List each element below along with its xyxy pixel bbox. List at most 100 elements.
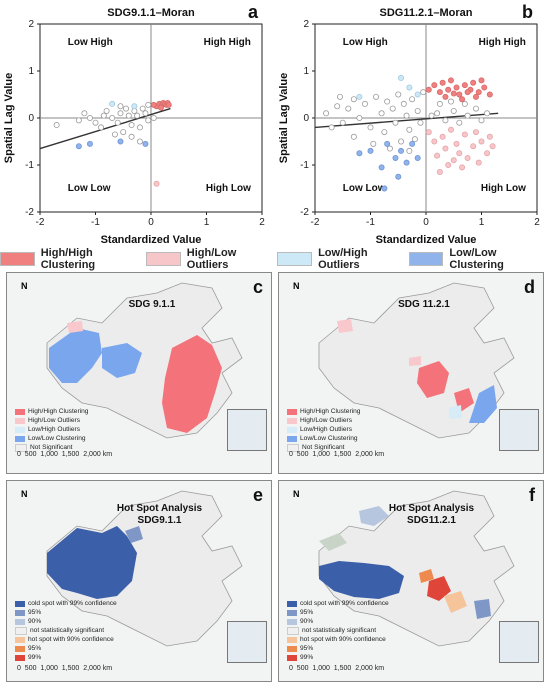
point-low-low (381, 185, 388, 192)
quadrant-label-tl: Low High (68, 37, 113, 48)
x-tick-label: 1 (479, 217, 485, 228)
point-low-low (403, 159, 410, 166)
moran-scatter-sdg1121: -2 -1 0 1 2 -2 -1 0 1 2 SDG11.2.1–Moran b Standardiz… (278, 2, 540, 246)
point-low-low (392, 154, 399, 161)
scale-label: 0 (289, 665, 293, 672)
region-cold-spot-90-north (359, 506, 389, 526)
region-low-high (449, 405, 462, 419)
point-not-significant (100, 112, 107, 119)
point-low-high (406, 84, 413, 91)
scale-label: 0 (17, 451, 21, 458)
map-legend: High/High Clustering High/Low Outliers L… (15, 407, 88, 452)
quadrant-label-tr: High High (204, 37, 251, 48)
legend-label: 99% (300, 654, 314, 661)
south-china-sea-inset (499, 621, 539, 663)
regression-line (39, 107, 171, 150)
legend-swatch (15, 417, 25, 424)
scale-label: 1,000 (40, 451, 58, 458)
point-high-low (153, 180, 160, 187)
scale-label: 2,000 (355, 451, 373, 458)
point-not-significant (395, 91, 402, 98)
point-high-high (478, 77, 485, 84)
legend-label: 99% (28, 654, 42, 661)
point-not-significant (350, 133, 357, 140)
legend-swatch-lh (277, 252, 313, 266)
y-tick-label: -2 (300, 207, 309, 218)
cluster-legend: High/High Clustering High/Low Outliers L… (0, 247, 550, 271)
map-title: SDG 11.2.1 (398, 299, 450, 310)
scale-bar: 0 500 1,000 1,500 2,000 km (17, 451, 112, 458)
point-not-significant (336, 93, 343, 100)
point-low-low (142, 140, 149, 147)
scale-label: 1,500 (61, 451, 80, 458)
legend-label: not statistically significant (30, 627, 105, 634)
y-tick-label: 2 (28, 19, 34, 30)
quadrant-label-bl: Low Low (68, 183, 111, 194)
south-china-sea-inset (499, 409, 539, 451)
point-high-low (431, 138, 438, 145)
point-high-high (150, 101, 157, 108)
x-tick-label: -2 (36, 217, 45, 228)
map-lisa-sdg911: N SDG 9.1.1 c High/High Clustering High/… (6, 272, 272, 474)
point-high-low (475, 159, 482, 166)
region-hot-spot-90 (444, 591, 467, 613)
legend-swatch (287, 600, 297, 607)
point-not-significant (98, 124, 105, 131)
point-low-low (367, 147, 374, 154)
scale-label: 1,500 (61, 665, 80, 672)
point-high-high (425, 86, 432, 93)
legend-swatch (15, 618, 25, 625)
panel-label: a (248, 2, 259, 22)
legend-item-lh: Low/High Outliers (277, 247, 408, 271)
point-low-high (131, 103, 138, 110)
quadrant-label-br: High Low (481, 183, 526, 194)
point-high-low (486, 133, 493, 140)
legend-swatch-hh (0, 252, 35, 266)
map-c-shapes (46, 282, 243, 439)
point-not-significant (75, 117, 82, 124)
point-not-significant (345, 105, 352, 112)
point-not-significant (123, 105, 130, 112)
point-not-significant (103, 107, 110, 114)
scale-bar: 0 500 1,000 1,500 2,000 km (289, 451, 384, 458)
point-high-high (157, 104, 164, 111)
y-tick-label: 1 (303, 66, 309, 77)
y-tick-label: -2 (25, 207, 34, 218)
point-not-significant (136, 138, 143, 145)
legend-swatch (15, 636, 25, 643)
region-cold-spot-99 (319, 561, 404, 599)
scale-label: 0 (17, 665, 21, 672)
region-cold-spot-95-coast (474, 599, 491, 619)
legend-swatch (15, 408, 25, 415)
point-not-significant (472, 105, 479, 112)
point-not-significant (398, 138, 405, 145)
x-tick-label: 0 (423, 217, 429, 228)
y-axis-label: Spatial Lag Value (278, 73, 290, 163)
point-high-low (442, 145, 449, 152)
point-high-low (470, 143, 477, 150)
point-high-low (461, 131, 468, 138)
scale-bar: 0 500 1,000 1,500 2,000 km (17, 665, 112, 672)
region-low-low-west (49, 328, 102, 383)
legend-swatch (15, 626, 27, 635)
point-not-significant (436, 100, 443, 107)
legend-label: Low/Low Clustering (300, 435, 358, 442)
point-high-high (481, 84, 488, 91)
scale-label: 1,500 (333, 665, 352, 672)
point-high-high (445, 86, 452, 93)
legend-label-hh: High/High Clustering (40, 247, 96, 271)
legend-label: High/High Clustering (300, 408, 361, 415)
legend-swatch (15, 654, 25, 661)
point-not-significant (461, 100, 468, 107)
legend-swatch (287, 654, 297, 661)
point-not-significant (356, 115, 363, 122)
point-not-significant (117, 103, 124, 110)
y-axis-label: Spatial Lag Value (3, 73, 15, 163)
x-tick-label: -1 (91, 217, 100, 228)
point-not-significant (420, 89, 427, 96)
point-high-low (478, 138, 485, 145)
point-not-significant (464, 112, 471, 119)
x-tick-label: 2 (259, 217, 265, 228)
point-not-significant (417, 119, 424, 126)
legend-swatch (15, 600, 25, 607)
